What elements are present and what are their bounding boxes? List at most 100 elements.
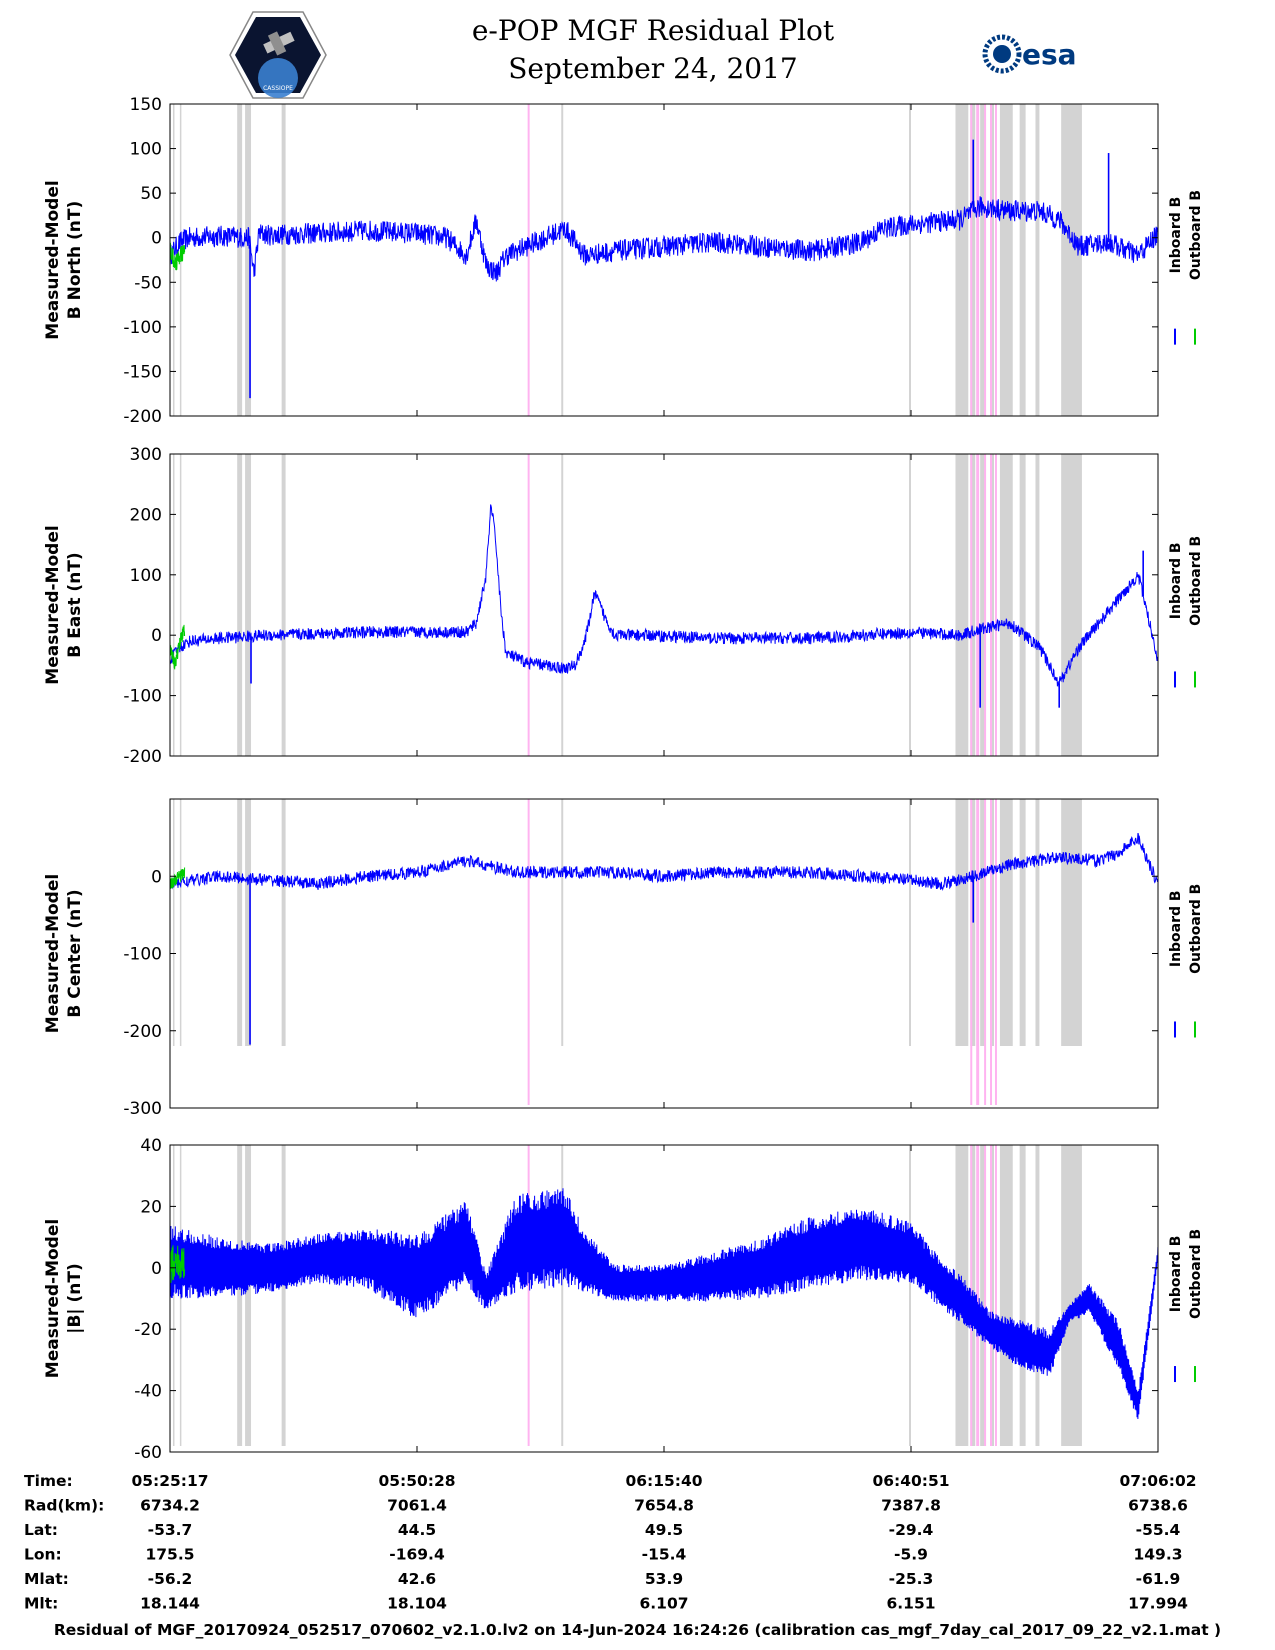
outboard-series-line [169, 624, 186, 670]
pink-band [990, 799, 993, 1105]
outboard-series-line [169, 867, 186, 889]
y-tick-label: -100 [123, 687, 162, 707]
pink-band [970, 799, 973, 1105]
gray-band [999, 1145, 1013, 1446]
pink-band [984, 454, 987, 756]
x-info-time: 05:25:17 [131, 1472, 208, 1490]
gray-band [970, 454, 976, 756]
y-tick-label: 100 [130, 566, 162, 586]
panel-3: -300 -200 -100 0 Measured-Model B Center (nT)… [43, 798, 1204, 1119]
gray-band [1019, 1145, 1026, 1446]
x-info-lon: -5.9 [894, 1546, 928, 1564]
gray-band [245, 104, 252, 416]
outboard-series-line [169, 239, 186, 271]
y-tick-label: 20 [140, 1197, 162, 1217]
x-info-mlat: -61.9 [1136, 1570, 1181, 1588]
y-tick-label: -200 [123, 747, 162, 767]
gray-band [1035, 104, 1040, 416]
x-info-lat: -55.4 [1136, 1521, 1181, 1539]
gray-band [281, 104, 286, 416]
gray-band [955, 454, 969, 756]
gray-band [172, 454, 175, 756]
y-tick-label: 150 [130, 95, 162, 115]
gray-band [980, 454, 986, 756]
x-info-mlt: 18.104 [387, 1595, 447, 1613]
inboard-series-line [169, 1188, 1159, 1420]
x-info-row-label: Mlt: [24, 1595, 58, 1613]
gray-band [955, 799, 969, 1046]
y-tick-label: -20 [134, 1320, 162, 1340]
x-info-row-label: Time: [24, 1472, 73, 1490]
pink-band [976, 799, 980, 1105]
chart-subtitle: September 24, 2017 [508, 52, 798, 85]
x-info-lat: -29.4 [889, 1521, 934, 1539]
gray-band [1019, 454, 1026, 756]
x-info-rad: 7387.8 [881, 1497, 941, 1515]
gray-band [172, 1145, 175, 1446]
pink-band [994, 454, 997, 756]
gray-band [1061, 1145, 1082, 1446]
gray-band [980, 799, 986, 1046]
x-info-time: 06:15:40 [625, 1472, 702, 1490]
pink-band [984, 799, 987, 1105]
legend-inboard-label: Inboard B [1168, 197, 1184, 274]
gray-band [561, 799, 564, 1046]
cassiope-logo-text: CASSIOPE [263, 85, 293, 92]
x-info-row-label: Rad(km): [24, 1497, 104, 1515]
gray-band [237, 454, 243, 756]
x-info-row-label: Mlat: [24, 1570, 69, 1588]
x-info-rad: 6734.2 [140, 1497, 200, 1515]
x-info-row-label: Lat: [24, 1521, 58, 1539]
legend-inboard-label: Inboard B [1168, 542, 1184, 619]
legend-outboard-label: Outboard B [1188, 190, 1204, 280]
gray-band [999, 454, 1013, 756]
pink-band [990, 104, 993, 416]
x-info-mlat: 42.6 [398, 1570, 436, 1588]
panel-2: -200 -100 0 100 200 300 Measured-Model B East (… [43, 445, 1204, 767]
gray-band [561, 1145, 564, 1446]
esa-logo-text: esa [1022, 38, 1077, 71]
gray-band [281, 454, 286, 756]
x-info-mlt: 6.107 [639, 1595, 688, 1613]
legend-outboard-label: Outboard B [1188, 884, 1204, 974]
gray-band [179, 454, 182, 756]
y-axis-label: Measured-Model B East (nT) [43, 525, 85, 684]
x-info-lat: 49.5 [645, 1521, 683, 1539]
gray-band [909, 104, 911, 416]
gray-band [172, 104, 175, 416]
x-info-rad: 6738.6 [1128, 1497, 1188, 1515]
y-axis-label: Measured-Model B Center (nT) [43, 874, 85, 1033]
x-info-rad: 7654.8 [634, 1497, 694, 1515]
x-info-lat: 44.5 [398, 1521, 436, 1539]
pink-band [976, 1145, 980, 1446]
x-info-mlat: -25.3 [889, 1570, 934, 1588]
x-info-mlat: -56.2 [148, 1570, 193, 1588]
x-info-lat: -53.7 [148, 1521, 193, 1539]
x-info-mlt: 17.994 [1128, 1595, 1188, 1613]
gray-band [955, 104, 969, 416]
y-axis-label: Measured-Model |B| (nT) [43, 1219, 85, 1378]
gray-band [281, 1145, 286, 1446]
x-axis-info-table: Time: Rad(km): Lat: Lon: Mlat: Mlt: 05:25:17 67… [24, 1472, 1197, 1613]
gray-band [1035, 454, 1040, 756]
x-info-row-label: Lon: [24, 1546, 62, 1564]
x-info-mlt: 18.144 [140, 1595, 200, 1613]
pink-band [976, 454, 980, 756]
y-tick-label: -300 [123, 1099, 162, 1119]
x-info-rad: 7061.4 [387, 1497, 447, 1515]
pink-band [527, 1145, 530, 1446]
pink-band [527, 104, 530, 416]
legend-inboard-label: Inboard B [1168, 1236, 1184, 1313]
y-tick-label: 0 [151, 229, 162, 249]
gray-band [970, 104, 976, 416]
gray-band [999, 799, 1013, 1046]
legend-outboard-label: Outboard B [1188, 536, 1204, 626]
y-tick-label: 50 [140, 184, 162, 204]
gray-band [1061, 104, 1082, 416]
legend-outboard-label: Outboard B [1188, 1229, 1204, 1319]
x-info-lon: 175.5 [145, 1546, 194, 1564]
y-tick-label: 0 [151, 626, 162, 646]
gray-band [1019, 104, 1026, 416]
x-info-time: 05:50:28 [378, 1472, 455, 1490]
pink-band [994, 104, 997, 416]
